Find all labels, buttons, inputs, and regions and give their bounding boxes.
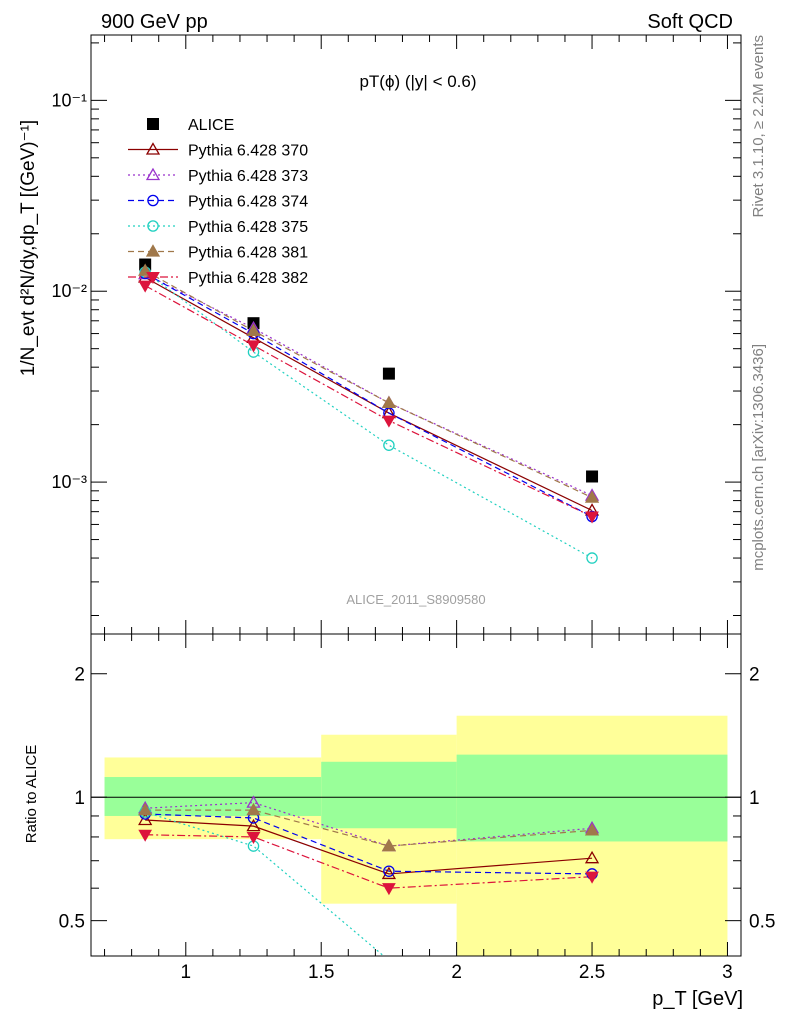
ratio-data-point — [381, 838, 397, 852]
ratio-series-line — [145, 813, 593, 875]
legend-label: ALICE — [188, 117, 234, 134]
ratio-series-line — [144, 811, 385, 956]
upper-watermark: ALICE_2011_S8909580 — [346, 592, 485, 607]
legend-marker — [147, 194, 159, 207]
ratio-series-line — [145, 819, 593, 875]
ratio-data-point — [383, 865, 395, 877]
legend-marker — [147, 220, 159, 232]
lower-y-tick-label-right: 0.5 — [749, 912, 775, 933]
upper-series-line — [144, 272, 593, 518]
legend: ALICE Pythia 6.428 370 Pythia 6.428 373 Pyt… — [128, 117, 308, 287]
legend-label: Pythia 6.428 374 — [188, 194, 308, 211]
pythia-data-point — [246, 323, 261, 337]
ratio-data-point — [585, 871, 599, 884]
upper-series-line — [144, 273, 593, 497]
legend-marker — [145, 142, 161, 155]
ratio-uncertainty-bands — [104, 715, 728, 956]
upper-plot-title: pT(ϕ) (|y| < 0.6) — [359, 72, 476, 91]
upper-series-line — [144, 276, 593, 512]
lower-y-axis-label: Ratio to ALICE — [23, 745, 40, 843]
x-tick-label: 1 — [181, 962, 192, 983]
ratio-series-line — [145, 834, 593, 889]
x-tick-label: 2.5 — [579, 962, 605, 983]
header-right: Soft QCD — [647, 11, 733, 33]
upper-axis-ticks: 10⁻³ 10⁻² 10⁻¹ — [51, 35, 741, 634]
alice-data-point — [382, 367, 395, 380]
legend-label: Pythia 6.428 375 — [188, 219, 308, 236]
mcplots-label: mcplots.cern.ch [arXiv:1306.3436] — [750, 344, 767, 571]
header-left: 900 GeV pp — [101, 11, 208, 33]
ratio-series-line — [145, 809, 593, 847]
upper-series-line — [144, 270, 593, 499]
ratio-data-point — [138, 802, 153, 816]
lower-axis-ticks: 0.5 0.5 1 1 2 2 1 1.5 2 2.5 3 — [59, 634, 775, 983]
x-tick-label: 3 — [722, 962, 733, 983]
ratio-data-point — [381, 866, 397, 880]
ratio-data-point — [246, 831, 261, 844]
lower-y-tick-label-right: 2 — [749, 665, 760, 686]
legend-label: Pythia 6.428 370 — [188, 143, 308, 160]
pythia-data-point — [585, 511, 599, 524]
upper-y-axis-label: 1/N_evt d²N/dy,dp_T [(GeV)⁻¹] — [18, 120, 39, 376]
lower-plot: 0.5 0.5 1 1 2 2 1 1.5 2 2.5 3 Ratio to ALICE p_T [… — [23, 633, 775, 1010]
legend-marker — [145, 244, 161, 257]
pythia-data-point — [586, 552, 598, 564]
rivet-label: Rivet 3.1.10, ≥ 2.2M events — [750, 35, 767, 218]
upper-plot: pT(ϕ) (|y| < 0.6) ALICE_2011_S8909580 1/… — [18, 34, 742, 635]
ratio-data-point — [584, 850, 600, 864]
upper-series-line — [144, 285, 593, 518]
legend-label: Pythia 6.428 373 — [188, 168, 308, 185]
x-axis-label: p_T [GeV] — [652, 988, 743, 1010]
ratio-data-point — [382, 883, 396, 896]
legend-marker — [147, 118, 159, 130]
upper-series-line — [144, 271, 593, 559]
ratio-data-point — [584, 823, 600, 836]
lower-y-tick-label-left: 1 — [74, 788, 85, 809]
x-tick-label: 1.5 — [308, 962, 334, 983]
pythia-data-point — [584, 490, 600, 503]
ratio-data-point — [138, 829, 153, 842]
legend-label: Pythia 6.428 382 — [188, 270, 308, 287]
lower-series-layer — [138, 795, 600, 956]
pythia-data-point — [381, 395, 397, 409]
upper-y-tick-label: 10⁻³ — [51, 472, 87, 492]
ratio-data-point — [138, 812, 153, 826]
upper-y-tick-label: 10⁻¹ — [51, 90, 87, 110]
pythia-data-point — [383, 439, 395, 451]
pythia-data-point — [246, 340, 261, 353]
inner-uncertainty-band — [104, 777, 322, 816]
legend-marker — [145, 167, 161, 181]
lower-y-tick-label-left: 2 — [74, 665, 85, 686]
legend-marker — [146, 272, 160, 285]
pythia-data-point — [382, 415, 396, 428]
upper-y-tick-label: 10⁻² — [51, 281, 87, 301]
upper-series-layer — [138, 258, 600, 564]
lower-y-tick-label-right: 1 — [749, 788, 760, 809]
ratio-data-point — [246, 802, 261, 816]
ratio-data-point — [246, 818, 261, 832]
alice-data-point — [586, 470, 599, 483]
lower-y-tick-label-left: 0.5 — [59, 912, 85, 933]
pythia-data-point — [138, 280, 153, 293]
lower-frame — [90, 633, 742, 957]
inner-uncertainty-band — [321, 761, 457, 829]
legend-label: Pythia 6.428 381 — [188, 245, 308, 262]
x-tick-label: 2 — [451, 962, 462, 983]
